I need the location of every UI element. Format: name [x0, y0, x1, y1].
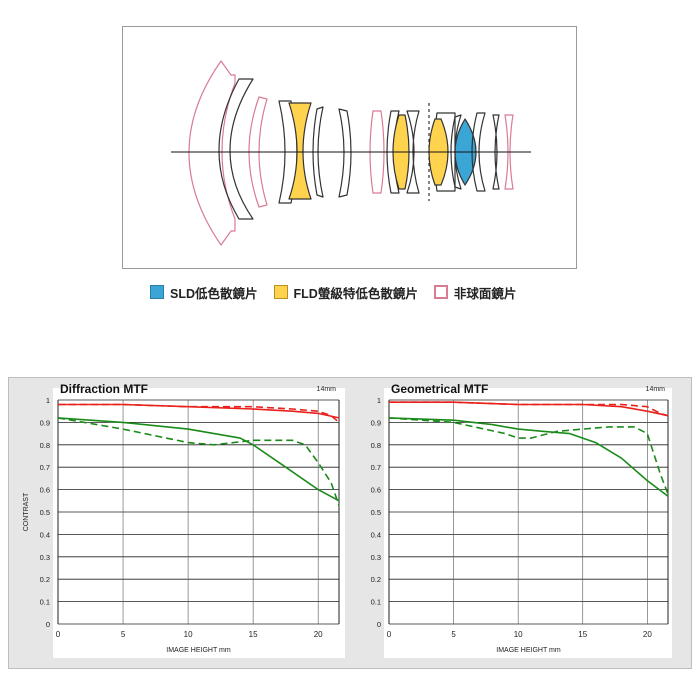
chart-1-background — [53, 388, 345, 658]
mtf-charts-panel: 0 0.1 0.2 0.3 0.4 0.5 0.6 0.7 0.8 0.9 1 0 5 10 15 20 Dif… — [8, 377, 692, 669]
chart-1-xlabel: IMAGE HEIGHT mm — [166, 647, 231, 654]
chart-1-ytick-label-0: 0 — [46, 620, 50, 629]
chart-2-series-4-line — [388, 417, 669, 495]
aspherical-swatch-icon — [433, 285, 448, 299]
lens-construction-diagram — [171, 60, 531, 246]
chart-2-ytick-label-0: 0 — [377, 620, 381, 629]
legend-label-fld: FLD螢級特低色散鏡片 — [293, 286, 418, 301]
chart-1-series-2-line — [58, 403, 340, 424]
chart-1-ylabel: CONTRAST — [23, 492, 30, 531]
chart-1-focal-length: 14mm — [317, 386, 337, 393]
chart-2-ytick-label-1: 0.1 — [371, 598, 381, 607]
sld-swatch-icon — [150, 285, 164, 299]
lens-element-7 — [338, 108, 352, 198]
chart-1-ytick-label-4: 0.4 — [40, 530, 50, 539]
chart-1-ytick-label-8: 0.8 — [40, 441, 50, 450]
chart-1-series-4-line — [57, 417, 340, 506]
lens-element-2 — [218, 78, 254, 220]
chart-2-xtick-label-0: 0 — [387, 630, 392, 639]
lens-element-8-aspherical — [369, 110, 385, 194]
chart-1-ytick-label-9: 0.9 — [40, 418, 50, 427]
chart-2-xtick-label-1: 5 — [451, 630, 456, 639]
lens-legend: SLD低色散鏡片 FLD螢級特低色散鏡片 非球面鏡片 — [150, 283, 516, 301]
chart-2-xtick-label-3: 15 — [578, 630, 587, 639]
chart-2-series-2-line — [389, 401, 669, 417]
chart-1-ytick-label-5: 0.5 — [40, 508, 50, 517]
chart-2-ytick-label-7: 0.7 — [371, 463, 381, 472]
legend-item-fld: FLD螢級特低色散鏡片 — [273, 283, 418, 302]
legend-label-sld: SLD低色散鏡片 — [170, 286, 258, 301]
lens-element-1-aspherical — [188, 60, 236, 246]
chart-2-series-3-line — [388, 417, 669, 497]
lens-element-18-aspherical — [504, 114, 514, 190]
chart-1-ytick-label-3: 0.3 — [40, 553, 50, 562]
chart-2-xtick-label-2: 10 — [514, 630, 523, 639]
chart-1-ytick-label-1: 0.1 — [40, 598, 50, 607]
chart-1-ytick-label-6: 0.6 — [40, 486, 50, 495]
chart-2-ytick-label-4: 0.4 — [371, 530, 381, 539]
chart-2-background — [384, 388, 672, 658]
legend-label-aspherical: 非球面鏡片 — [453, 286, 517, 301]
lens-element-16 — [471, 112, 486, 192]
chart-2-ytick-label-8: 0.8 — [371, 441, 381, 450]
chart-1-xtick-label-3: 15 — [249, 630, 258, 639]
lens-element-14 — [450, 114, 462, 190]
chart-2-title: Geometrical MTF — [391, 382, 488, 396]
chart-2-ytick-label-5: 0.5 — [371, 508, 381, 517]
chart-2-ytick-label-9: 0.9 — [371, 418, 381, 427]
chart-1-ytick-label-2: 0.2 — [40, 575, 50, 584]
chart-2-xtick-label-4: 20 — [643, 630, 652, 639]
chart-1-xtick-label-1: 5 — [121, 630, 126, 639]
lens-element-17 — [492, 114, 500, 190]
chart-2-ytick-label-3: 0.3 — [371, 553, 381, 562]
mtf-charts-svg: 00.10.20.30.40.50.60.70.80.910 5 10 15 20Dif… — [23, 382, 672, 658]
chart-2-xlabel: IMAGE HEIGHT mm — [496, 647, 561, 654]
chart-1-xtick-label-0: 0 — [56, 630, 61, 639]
fld-swatch-icon — [273, 285, 288, 299]
lens-element-5-fld — [288, 102, 312, 200]
chart-1-series-1-line — [58, 403, 340, 419]
chart-1-xtick-label-4: 20 — [314, 630, 323, 639]
chart-2-ytick-label-2: 0.2 — [371, 575, 381, 584]
chart-2-focal-length: 14mm — [646, 386, 666, 393]
lens-element-11 — [406, 110, 420, 194]
chart-1-title: Diffraction MTF — [60, 382, 148, 396]
legend-item-aspherical: 非球面鏡片 — [433, 283, 517, 302]
chart-2-ytick-label-6: 0.6 — [371, 486, 381, 495]
legend-item-sld: SLD低色散鏡片 — [150, 283, 258, 302]
lens-diagram-frame — [122, 26, 577, 269]
chart-1-ytick-label-7: 0.7 — [40, 463, 50, 472]
lens-element-6 — [312, 106, 324, 198]
chart-2-ytick-label-10: 1 — [377, 396, 381, 405]
lens-element-3-aspherical — [248, 96, 268, 208]
chart-1-xtick-label-2: 10 — [184, 630, 193, 639]
chart-1-ytick-label-10: 1 — [46, 396, 50, 405]
